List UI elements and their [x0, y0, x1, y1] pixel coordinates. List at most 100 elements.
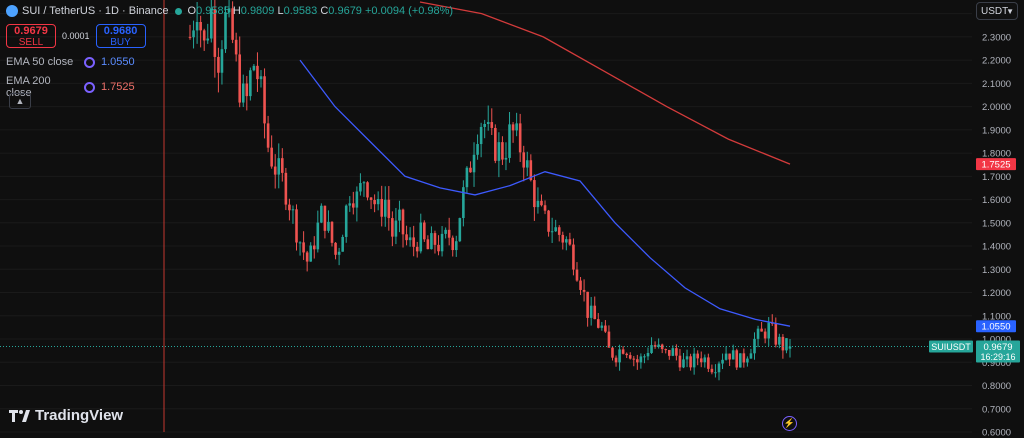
- candle-body: [781, 336, 785, 351]
- candle-body: [341, 236, 344, 252]
- candle-body: [291, 209, 295, 211]
- candle-body: [536, 200, 540, 208]
- candle-body: [483, 124, 486, 127]
- candle-body: [660, 344, 664, 350]
- y-tick-label: 1.1000: [982, 311, 1011, 322]
- candle-body: [380, 198, 384, 217]
- candle-body: [234, 39, 238, 55]
- chevron-down-icon: ▼: [1006, 7, 1014, 16]
- buy-button[interactable]: 0.9680 BUY: [95, 24, 146, 48]
- sui-coin-icon: [6, 5, 18, 17]
- candle-body: [621, 349, 625, 354]
- symbol-tag-label: SUIUSDT: [931, 342, 971, 352]
- candle-body: [632, 358, 636, 360]
- candle-body: [788, 346, 792, 349]
- candle-body: [472, 154, 476, 173]
- candle-body: [423, 222, 426, 240]
- tradingview-logo-icon: [9, 409, 30, 422]
- sell-button[interactable]: 0.9679 SELL: [6, 24, 56, 48]
- candle-body: [458, 218, 462, 242]
- candle-body: [540, 200, 543, 206]
- y-tick-label: 2.1000: [982, 79, 1011, 90]
- candle-body: [561, 234, 565, 243]
- candle-body: [678, 355, 682, 368]
- candle-body: [650, 345, 653, 353]
- candle-body: [405, 234, 408, 241]
- candle-body: [554, 227, 557, 232]
- candle-body: [760, 328, 763, 332]
- candle-body: [596, 319, 600, 328]
- candle-body: [259, 76, 263, 80]
- candle-body: [504, 157, 508, 160]
- candle-body: [366, 182, 369, 198]
- candle-body: [362, 182, 366, 184]
- candle-body: [419, 222, 423, 252]
- candle-body: [724, 353, 728, 360]
- currency-select[interactable]: USDT ▼: [976, 2, 1018, 20]
- candle-body: [692, 353, 696, 368]
- candle-body: [188, 36, 192, 38]
- candle-body: [241, 83, 245, 103]
- candle-body: [572, 244, 575, 270]
- y-tick-label: 2.2000: [982, 56, 1011, 67]
- candle-body: [618, 349, 621, 363]
- tradingview-logo[interactable]: TradingView: [9, 407, 123, 424]
- candle-body: [490, 122, 494, 128]
- candle-body: [518, 123, 522, 153]
- candle-body: [320, 205, 323, 223]
- candle-body: [447, 229, 451, 238]
- y-tick-label: 1.7000: [982, 172, 1011, 183]
- lightning-icon[interactable]: ⚡: [782, 416, 797, 431]
- candle-body: [401, 209, 405, 235]
- candle-body: [508, 124, 511, 158]
- candle-body: [430, 233, 433, 250]
- candle-body: [735, 350, 739, 368]
- candle-body: [763, 331, 767, 339]
- candle-body: [628, 355, 632, 359]
- chevron-up-icon[interactable]: ▲: [9, 93, 31, 109]
- price-tag-label: 1.7525: [981, 160, 1010, 171]
- candle-body: [295, 209, 298, 243]
- candle-body: [266, 123, 270, 148]
- candle-body: [565, 239, 568, 243]
- candle-body: [298, 242, 302, 244]
- candle-body: [593, 305, 597, 320]
- candle-body: [639, 356, 643, 363]
- candle-body: [224, 12, 227, 50]
- candle-body: [550, 231, 554, 233]
- y-tick-label: 1.9000: [982, 125, 1011, 136]
- candle-body: [210, 8, 213, 39]
- candle-body: [664, 349, 668, 351]
- settings-icon[interactable]: [84, 81, 95, 93]
- candle-body: [525, 160, 529, 168]
- candle-body: [653, 345, 657, 347]
- candle-body: [703, 357, 707, 363]
- candle-body: [774, 323, 778, 345]
- candle-body: [256, 65, 259, 80]
- candle-body: [217, 56, 220, 73]
- candle-body: [675, 348, 678, 356]
- candle-body: [501, 142, 504, 160]
- candle-body: [611, 347, 614, 358]
- ema50-legend[interactable]: EMA 50 close 1.0550: [6, 56, 135, 68]
- candle-body: [728, 353, 731, 360]
- y-tick-label: 0.6000: [982, 428, 1011, 438]
- candles-layer: [188, 0, 792, 381]
- candle-body: [657, 344, 660, 347]
- candle-body: [522, 152, 526, 168]
- candle-body: [685, 356, 689, 360]
- candle-body: [284, 172, 288, 205]
- ema200-line: [419, 1, 791, 165]
- candle-body: [312, 245, 316, 250]
- y-tick-label: 1.0000: [982, 335, 1011, 346]
- candle-body: [543, 205, 547, 211]
- candle-body: [213, 8, 217, 57]
- candle-body: [511, 124, 515, 131]
- candle-body: [408, 237, 412, 241]
- settings-icon[interactable]: [84, 56, 95, 68]
- candle-body: [206, 38, 210, 41]
- candle-body: [533, 180, 536, 208]
- symbol-title[interactable]: SUI / TetherUS · 1D · Binance: [22, 5, 169, 17]
